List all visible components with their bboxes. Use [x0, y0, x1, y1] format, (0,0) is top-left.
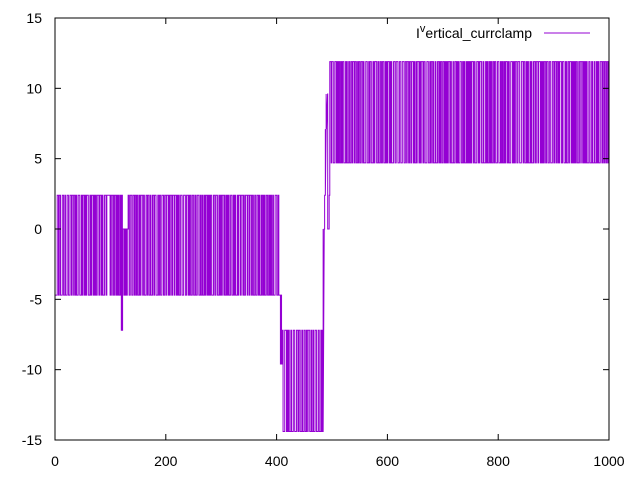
- tick-layer: 0 200 400 600 800 1000 -15 -10 -5 0 5 10 15: [22, 10, 625, 469]
- legend-label-sup: v: [420, 23, 426, 35]
- legend-label-rest: ertical_currclamp: [425, 25, 532, 41]
- y-tick-label: 10: [26, 80, 42, 96]
- x-tick-label: 1000: [593, 453, 624, 469]
- legend: Ivertical_currclamp: [416, 23, 590, 41]
- series-layer: [55, 61, 610, 433]
- legend-label-base: I: [416, 25, 420, 41]
- y-tick-label: -5: [30, 291, 43, 307]
- series-line: [55, 61, 610, 433]
- x-tick-label: 800: [487, 453, 511, 469]
- y-tick-label: -10: [22, 362, 42, 378]
- y-tick-label: 0: [34, 221, 42, 237]
- x-tick-label: 600: [376, 453, 400, 469]
- legend-label: Ivertical_currclamp: [416, 23, 532, 41]
- y-tick-label: 5: [34, 151, 42, 167]
- y-tick-label: -15: [22, 432, 42, 448]
- y-tick-label: 15: [26, 10, 42, 26]
- x-tick-label: 0: [51, 453, 59, 469]
- x-tick-label: 200: [154, 453, 178, 469]
- x-tick-label: 400: [265, 453, 289, 469]
